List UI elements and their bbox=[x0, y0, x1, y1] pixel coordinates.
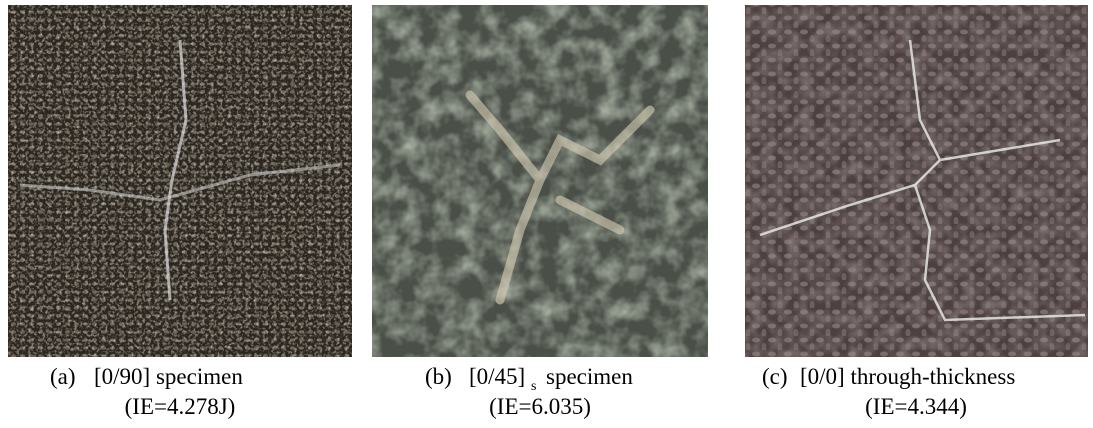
caption-subscript: s bbox=[531, 379, 536, 394]
impact-energy: (IE=6.035) bbox=[489, 394, 591, 419]
panel-b-image bbox=[372, 5, 708, 357]
panel-label: (c) bbox=[762, 364, 788, 389]
caption-b: (b) [0/45] s specimen (IE=6.035) bbox=[425, 364, 633, 419]
impact-energy: (IE=4.344) bbox=[865, 394, 967, 419]
figure: (a) [0/90] specimen (IE=4.278J) (b) [0/4… bbox=[0, 0, 1093, 428]
panel-label: (a) bbox=[50, 364, 76, 389]
panel-a-image bbox=[8, 5, 352, 357]
caption: [0/90] specimen bbox=[94, 364, 243, 389]
caption-suffix: specimen bbox=[546, 364, 633, 389]
caption-a: (a) [0/90] specimen (IE=4.278J) bbox=[50, 364, 243, 419]
caption-c: (c) [0/0] through-thickness (IE=4.344) bbox=[762, 364, 1015, 419]
panel-label: (b) bbox=[425, 364, 452, 389]
impact-energy: (IE=4.278J) bbox=[125, 394, 236, 419]
caption: [0/0] through-thickness bbox=[800, 364, 1015, 389]
caption: [0/45] bbox=[469, 364, 525, 389]
panel-c-image bbox=[745, 5, 1088, 357]
